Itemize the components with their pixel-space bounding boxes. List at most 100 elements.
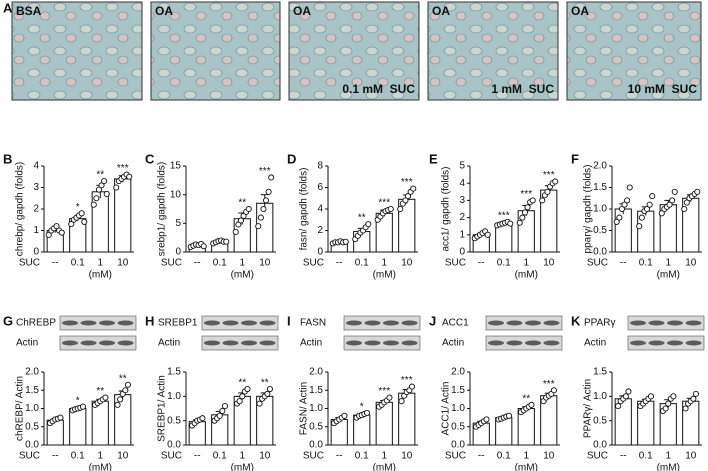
blot-strip [59,315,137,331]
y-tick-label: 1.0 [593,391,607,402]
x-axis-unit: (mM) [231,463,254,471]
data-point [113,184,120,191]
y-tick-label: 4 [459,178,465,189]
significance: *** [543,170,555,181]
data-point [666,201,673,208]
significance: *** [378,198,390,209]
y-axis-label: acc1/ gapdh (folds) [441,166,452,251]
y-tick-label: 0.0 [593,247,607,258]
x-tick-label: 10 [543,451,555,462]
y-tick-label: 1.5 [25,385,39,396]
x-axis-unit: (mM) [515,463,538,471]
data-point [260,205,267,213]
data-point [649,193,656,200]
x-tick-label: 1 [665,258,671,269]
y-axis-label: pparγ/ gapdh (folds) [583,165,594,254]
x-tick-label: 10 [543,258,555,269]
data-point [266,385,274,393]
y-tick-label: 1.5 [593,367,607,378]
x-tick-label: 0.1 [71,258,85,269]
y-tick-label: 0.0 [167,440,181,451]
y-tick-label: 5 [459,161,465,172]
blot-label: ChREBP [16,318,56,329]
data-point [98,182,105,189]
x-axis-label: SUC [19,258,40,269]
x-axis-label: SUC [303,258,324,269]
blot-label: SREBP1 [158,318,198,329]
data-point [102,394,109,401]
data-point [103,190,110,197]
data-point [256,400,263,407]
x-tick-label: 0.1 [355,451,369,462]
image-label: BSA [16,4,42,18]
blot-band [648,320,665,326]
blot-band [204,340,220,346]
data-point [117,396,124,403]
x-axis-unit: (mM) [373,270,396,281]
data-point [397,205,404,213]
y-tick-label: 0 [33,247,39,258]
blot-band [80,340,97,346]
significance: *** [401,177,413,188]
data-point [342,238,349,245]
blot-band [80,320,97,326]
y-tick-label: 1.0 [593,204,607,215]
x-tick-label: -- [620,258,627,269]
y-tick-label: 1.5 [593,182,607,193]
y-tick-label: 0.5 [451,421,465,432]
data-point [95,186,102,193]
blot-band [383,320,399,326]
x-tick-label: -- [478,258,485,269]
y-tick-label: 0.0 [451,440,465,451]
data-point [199,415,206,422]
data-point [402,197,409,204]
x-axis-unit: (mM) [657,270,680,281]
data-point [264,390,271,397]
data-point [528,401,535,408]
data-point [268,174,275,181]
x-tick-label: 10 [117,258,129,269]
blot-band [364,320,381,326]
data-point [79,403,86,410]
blot-strip [627,315,705,331]
x-axis-label: SUC [587,258,608,269]
data-point [219,407,226,414]
y-axis-label: SREBP1/ Actin [157,375,168,442]
blot-band [506,340,523,346]
x-axis-unit: (mM) [231,270,254,281]
blot-band [204,320,220,326]
data-point [341,412,348,419]
significance: *** [498,211,510,222]
y-tick-label: 0.5 [25,421,39,432]
panel-letter: A [3,0,13,15]
blot-band [117,340,134,346]
data-point [216,412,223,419]
x-tick-label: 0.1 [213,258,227,269]
panel-letter: J [429,313,436,328]
data-point [636,223,643,230]
x-tick-label: 0.1 [639,258,653,269]
significance: ** [119,373,127,384]
y-tick-label: 1.5 [451,385,465,396]
y-tick-label: 1.0 [167,391,181,402]
image-treatment: 1 mM SUC [491,82,554,96]
data-point [625,388,632,395]
x-tick-label: 1 [97,451,103,462]
significance: ** [522,393,530,404]
data-point [618,205,626,213]
bar [91,191,109,253]
data-point [236,398,243,405]
data-point [386,394,393,401]
data-point [670,393,677,400]
y-axis-label: fasn/ gapdh (folds) [299,168,310,251]
blot-band [241,320,257,326]
data-point [257,214,264,221]
data-point [505,412,513,419]
y-tick-label: 1.0 [25,403,39,414]
y-tick-label: 0.5 [309,421,323,432]
x-tick-label: 0.1 [355,258,369,269]
data-point [223,238,230,245]
blot-band [488,320,504,326]
image-label: OA [293,4,311,18]
bar [69,408,87,446]
